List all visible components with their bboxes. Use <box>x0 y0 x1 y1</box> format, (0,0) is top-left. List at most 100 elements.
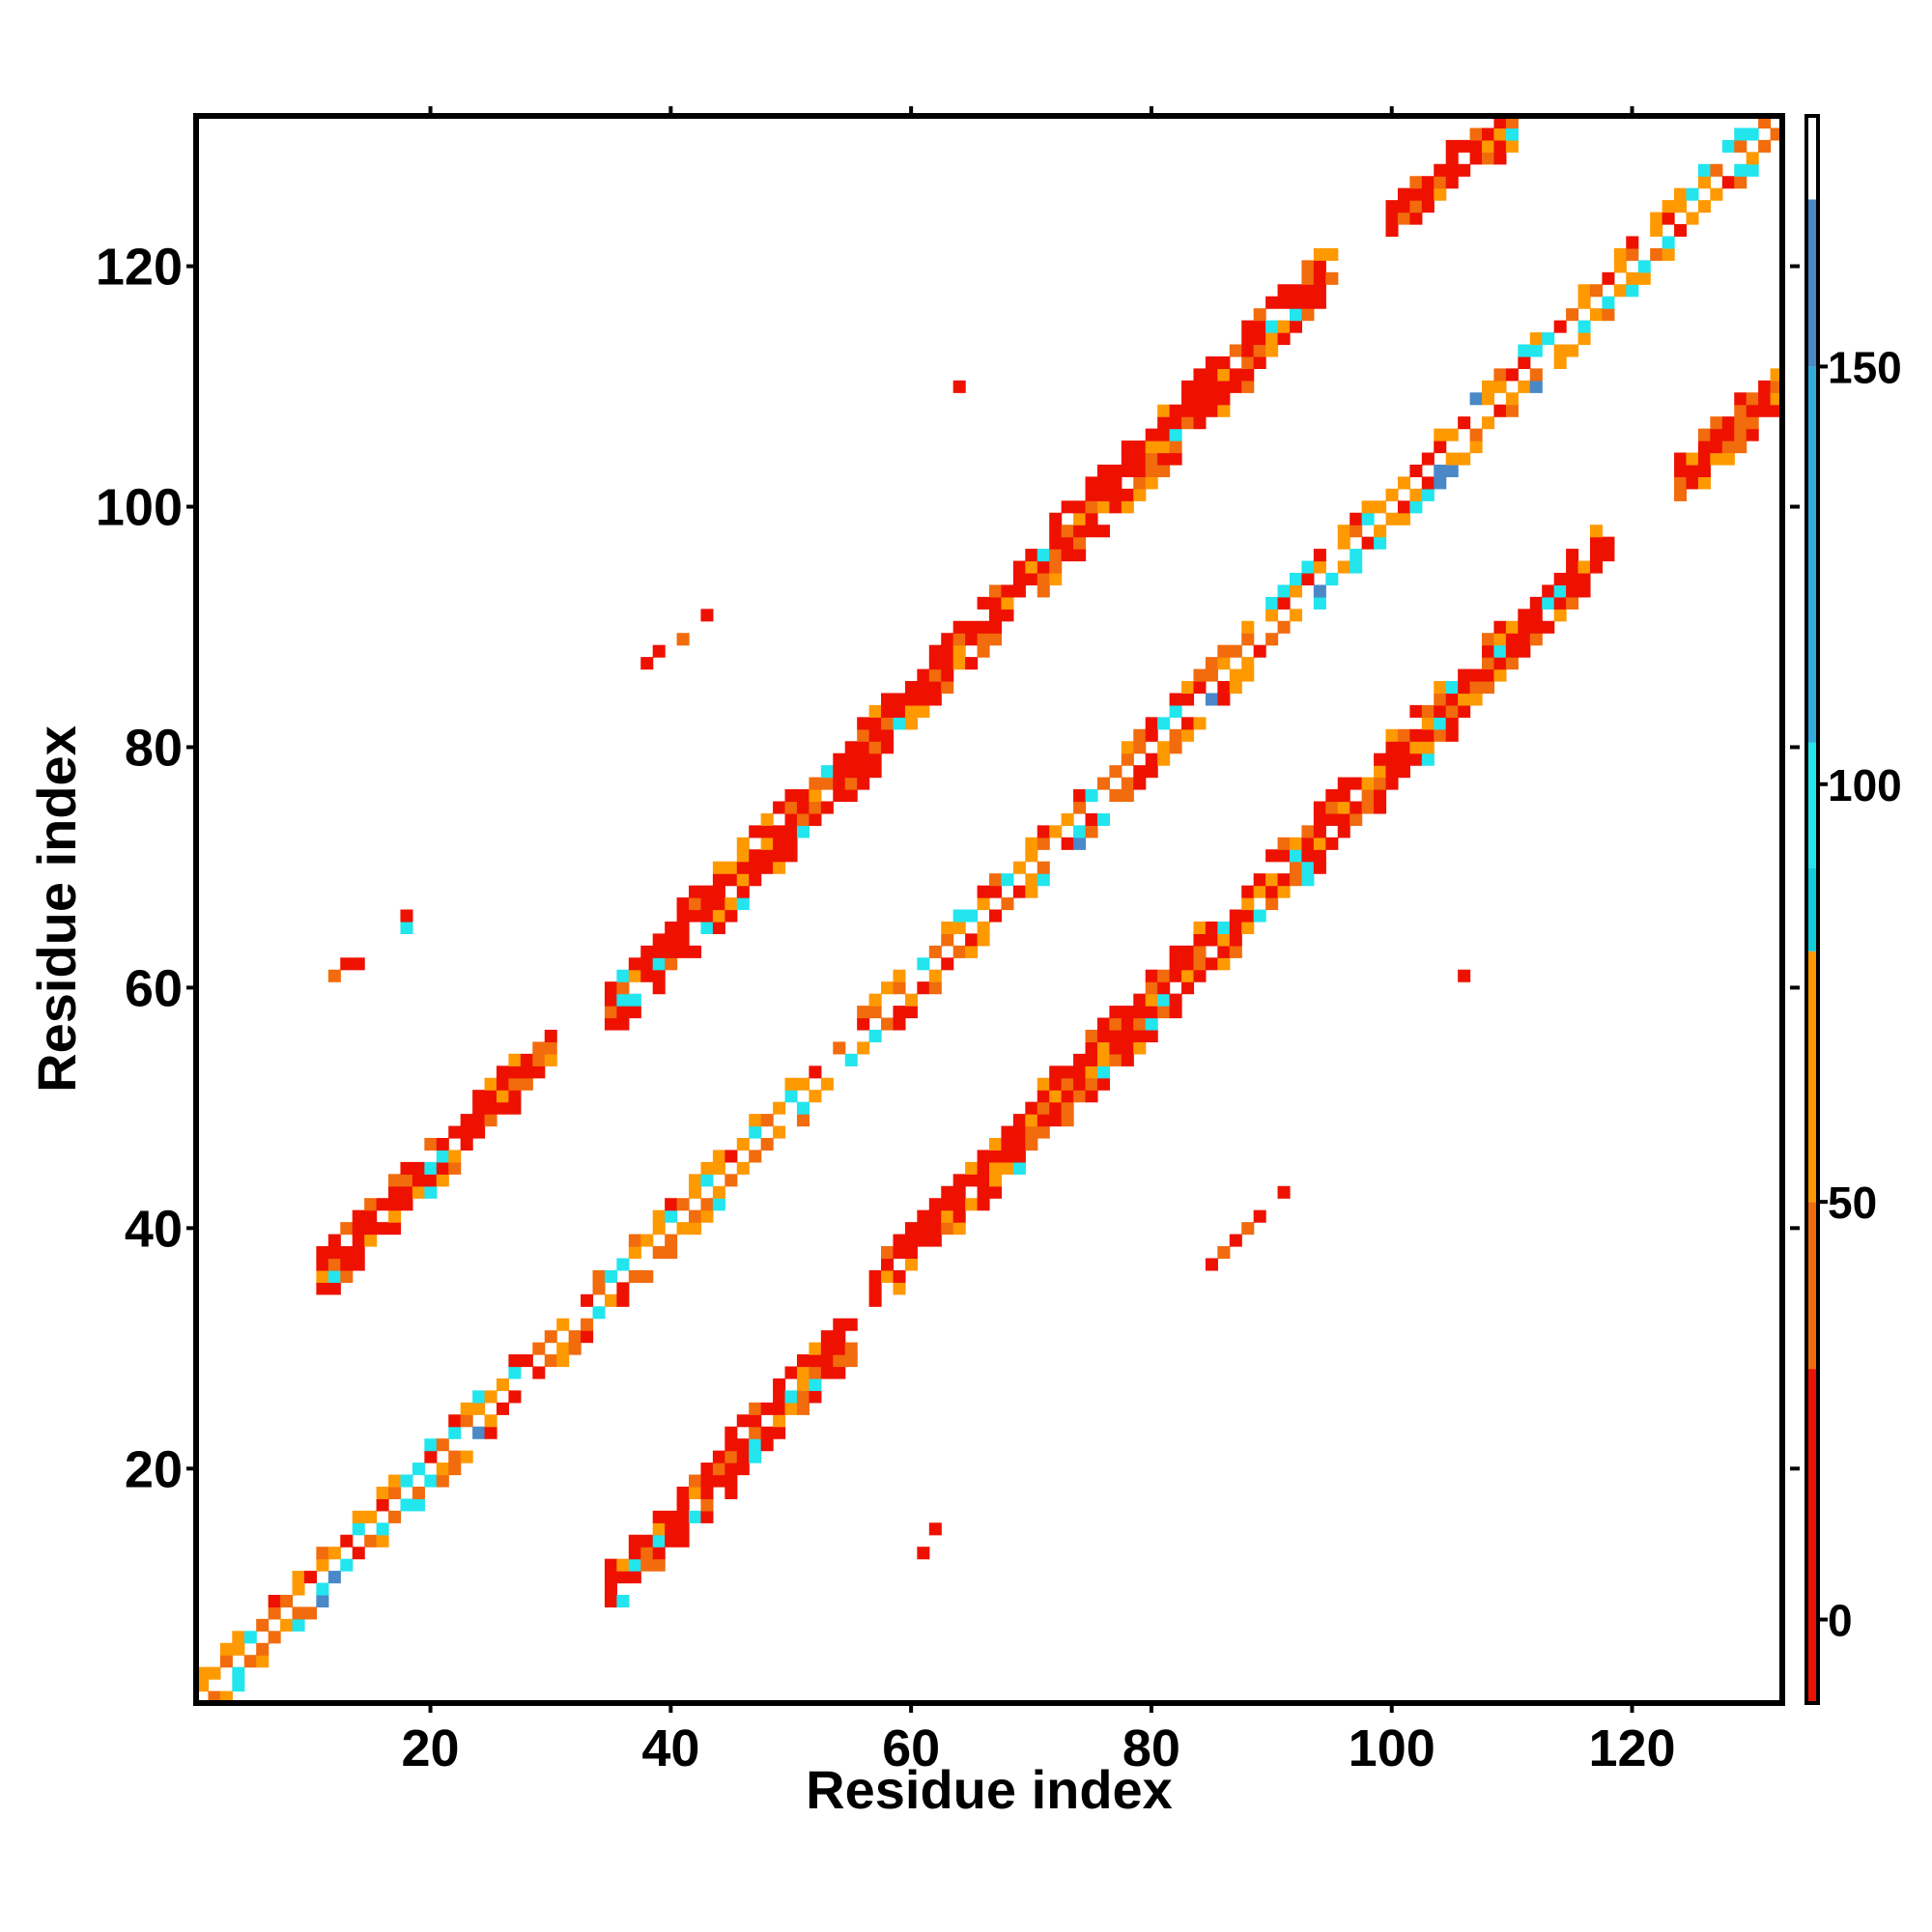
contact-cell <box>1397 187 1410 201</box>
contact-cell <box>1133 1029 1147 1043</box>
right-axis-ticks <box>1790 264 1800 1471</box>
contact-cell <box>1445 728 1459 742</box>
contact-cell <box>1121 1053 1134 1066</box>
contact-cell <box>1229 921 1242 934</box>
contact-cell <box>796 789 810 803</box>
contact-cell <box>1721 452 1735 466</box>
contact-cell <box>1434 464 1447 478</box>
contact-cell <box>700 909 714 923</box>
contact-cell <box>1421 187 1435 201</box>
contact-cell <box>1025 572 1038 586</box>
contact-cell <box>1493 152 1507 165</box>
contact-cell <box>1337 777 1350 790</box>
contact-cell <box>1505 392 1519 406</box>
contact-cell <box>1157 416 1171 430</box>
contact-cell <box>1529 380 1543 393</box>
contact-cell <box>424 1438 438 1452</box>
contact-cell <box>1397 200 1410 213</box>
contact-cell <box>952 1174 966 1187</box>
top-axis-ticks <box>428 106 1634 116</box>
contact-cell <box>1037 549 1050 562</box>
contact-cell <box>1505 644 1519 658</box>
x-axis: 20 40 60 80 100 120 <box>402 1703 1676 1777</box>
contact-cell <box>1193 945 1207 958</box>
contact-cell <box>881 1258 895 1271</box>
contact-cell <box>1193 681 1207 695</box>
contact-cell <box>388 1209 402 1223</box>
contact-cell <box>1301 296 1315 309</box>
contact-cell <box>1697 428 1711 441</box>
contact-cell <box>700 1463 714 1476</box>
contact-cell <box>736 873 750 887</box>
contact-cell <box>1746 404 1759 417</box>
contact-cell <box>1374 789 1387 803</box>
contact-cell <box>989 584 1003 598</box>
contact-cell <box>1012 1125 1026 1139</box>
contact-cell <box>1385 200 1399 213</box>
contact-cell <box>760 1402 774 1415</box>
contact-cell <box>1109 476 1122 490</box>
contact-cell <box>1096 1041 1110 1055</box>
contact-cell <box>1241 380 1255 393</box>
contact-cell <box>1169 993 1182 1007</box>
contact-cell <box>1421 476 1435 490</box>
contact-cell <box>989 633 1003 646</box>
contact-cell <box>689 897 702 911</box>
contact-cell <box>400 909 413 923</box>
contact-cell <box>1061 1090 1074 1103</box>
contact-cell <box>1169 693 1182 706</box>
contact-cell <box>1301 849 1315 863</box>
contact-cell <box>724 873 738 887</box>
contact-cell <box>1157 753 1171 766</box>
contact-cell <box>1001 1125 1014 1139</box>
contact-cell <box>388 1198 402 1211</box>
contact-cell <box>1229 668 1242 682</box>
contact-cell <box>604 1558 617 1572</box>
contact-cell <box>1421 488 1435 501</box>
contact-cell <box>917 1547 930 1560</box>
contact-cell <box>676 1522 690 1536</box>
contact-cell <box>1049 1065 1063 1079</box>
contact-cell <box>1445 139 1459 153</box>
contact-cell <box>1637 271 1651 285</box>
contact-cell <box>1674 476 1688 490</box>
contact-cell <box>1385 753 1399 766</box>
contact-cell <box>689 1222 702 1236</box>
contact-cell <box>1686 187 1699 201</box>
contact-cell <box>941 668 954 682</box>
contact-cell <box>1385 741 1399 754</box>
contact-cell <box>388 1486 402 1499</box>
contact-cell <box>520 1354 533 1368</box>
contact-cell <box>1205 404 1218 417</box>
contact-cell <box>773 861 786 874</box>
contact-cell <box>749 825 762 838</box>
contact-cell <box>424 1137 438 1151</box>
contact-cell <box>1145 1006 1158 1019</box>
contact-cell <box>1409 187 1423 201</box>
contact-cell <box>784 837 798 850</box>
contact-cell <box>1313 296 1326 309</box>
contact-cell <box>532 1342 546 1355</box>
contact-cell <box>1193 668 1207 682</box>
contact-cell <box>1145 765 1158 779</box>
contact-cell <box>1049 512 1063 526</box>
contact-cell <box>820 765 834 779</box>
contact-cell <box>616 981 630 995</box>
contact-cell <box>544 1354 557 1368</box>
contact-cell <box>1602 271 1615 285</box>
contact-cell <box>1409 488 1423 501</box>
contact-cell <box>1421 753 1435 766</box>
contact-cell <box>928 1198 942 1211</box>
contact-cell <box>280 1594 294 1608</box>
contact-cell <box>1181 380 1195 393</box>
contact-cell <box>232 1631 245 1644</box>
contact-cell <box>1710 416 1723 430</box>
contact-cell <box>400 1161 413 1175</box>
contact-cell <box>460 1114 473 1127</box>
contact-cell <box>760 849 774 863</box>
contact-cell <box>1613 260 1627 273</box>
contact-cell <box>1181 717 1195 730</box>
contact-cell <box>412 1486 425 1499</box>
contact-cell <box>1553 609 1567 622</box>
contact-cell <box>256 1655 270 1668</box>
